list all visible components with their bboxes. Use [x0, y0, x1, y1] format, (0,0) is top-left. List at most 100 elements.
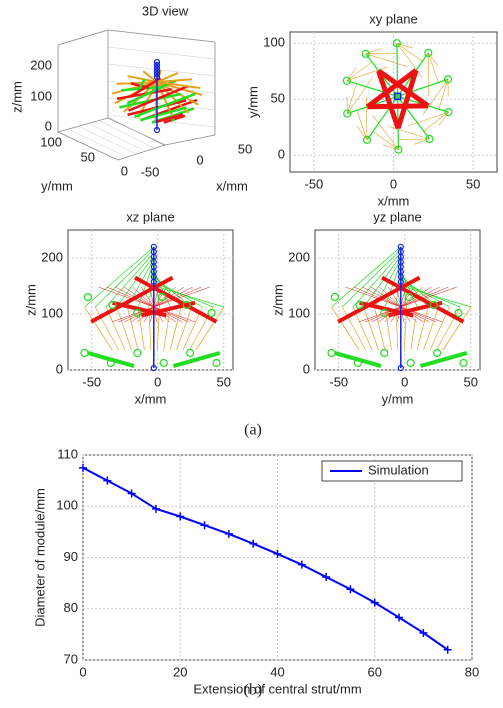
y-tick-label: 100: [41, 305, 63, 320]
node: [380, 348, 389, 358]
x-tick-label: 0: [390, 176, 397, 191]
strut: [423, 111, 449, 132]
node: [83, 292, 92, 302]
node: [454, 308, 463, 318]
strut: [116, 81, 158, 85]
node: [361, 49, 370, 58]
x-tick-label: 20: [173, 664, 187, 679]
strut: [121, 85, 161, 92]
strut: [422, 79, 449, 115]
strut: [396, 43, 423, 78]
strut: [410, 306, 418, 351]
marker: [297, 560, 306, 569]
strut: [381, 275, 465, 324]
x-axis-label: y/mm: [382, 391, 414, 406]
node: [406, 358, 415, 368]
strut: [384, 306, 392, 351]
strut: [189, 306, 214, 351]
marker: [395, 613, 404, 622]
x-tick-label: 0: [401, 374, 408, 389]
marker: [151, 504, 160, 513]
y-tick-label: 100: [288, 305, 310, 320]
strut: [171, 118, 176, 122]
z-tick-label: 100: [30, 88, 52, 103]
y-tick-label: 100: [56, 498, 78, 513]
node: [157, 292, 167, 302]
marker: [224, 529, 233, 538]
node: [343, 109, 352, 118]
marker: [249, 539, 258, 548]
y-tick-label: 80: [64, 600, 78, 615]
strut: [87, 122, 146, 152]
marker: [176, 512, 185, 521]
strut: [98, 286, 196, 323]
strut: [153, 285, 225, 308]
strut: [116, 306, 132, 351]
strut: [352, 252, 402, 308]
strut: [397, 96, 430, 140]
strut: [107, 97, 216, 111]
panel-label: (a): [244, 422, 262, 439]
x-tick-label: 50: [217, 374, 231, 389]
y-axis-label: y/mm: [245, 86, 260, 118]
x-axis-label: x/mm: [378, 193, 410, 208]
node: [182, 300, 191, 310]
strut: [367, 103, 429, 110]
strut: [118, 286, 202, 323]
strut: [117, 144, 166, 161]
strut: [388, 125, 430, 140]
node: [153, 58, 161, 66]
strut: [105, 252, 155, 308]
node: [362, 135, 372, 144]
strut: [363, 306, 379, 351]
strut: [77, 125, 137, 155]
node: [404, 292, 414, 302]
strut: [111, 286, 210, 323]
strut: [356, 110, 368, 140]
strut: [358, 286, 457, 323]
node: [444, 108, 453, 117]
strut: [341, 306, 366, 351]
strut: [428, 52, 439, 83]
strut: [133, 92, 196, 118]
marker: [103, 476, 112, 485]
strut: [116, 255, 155, 308]
chart-title: 3D view: [142, 3, 189, 18]
node: [153, 61, 161, 69]
y-axis-label: z/mm: [270, 284, 285, 316]
z-axis-label: z/mm: [9, 81, 24, 113]
strut: [331, 306, 360, 351]
strut: [163, 306, 171, 351]
x-axis-label: x/mm: [135, 391, 167, 406]
legend-label: Simulation: [368, 462, 429, 477]
strut: [346, 61, 373, 81]
y-tick-label: 50: [271, 91, 285, 106]
strut: [442, 306, 472, 351]
marker: [443, 645, 452, 654]
marker: [322, 572, 331, 581]
strut: [67, 128, 128, 158]
x-tick-label: 50: [466, 176, 480, 191]
node: [133, 308, 142, 318]
strut: [94, 306, 119, 351]
strut: [438, 111, 449, 126]
strut: [413, 138, 430, 145]
y-tick-label: 200: [41, 249, 63, 264]
strut: [107, 63, 216, 77]
strut: [397, 78, 449, 97]
z-tick-label: 200: [30, 57, 52, 72]
strut: [57, 117, 109, 133]
strut: [57, 131, 119, 161]
strut: [366, 96, 399, 141]
node: [153, 70, 161, 78]
strut: [155, 113, 184, 124]
y-tick-label: 0: [56, 361, 63, 376]
node: [186, 348, 195, 358]
y-tick-label: 200: [288, 249, 310, 264]
strut: [107, 46, 216, 60]
marker: [419, 628, 428, 637]
node: [153, 73, 161, 81]
node: [429, 300, 438, 310]
strut: [337, 275, 421, 324]
strut: [140, 106, 188, 122]
